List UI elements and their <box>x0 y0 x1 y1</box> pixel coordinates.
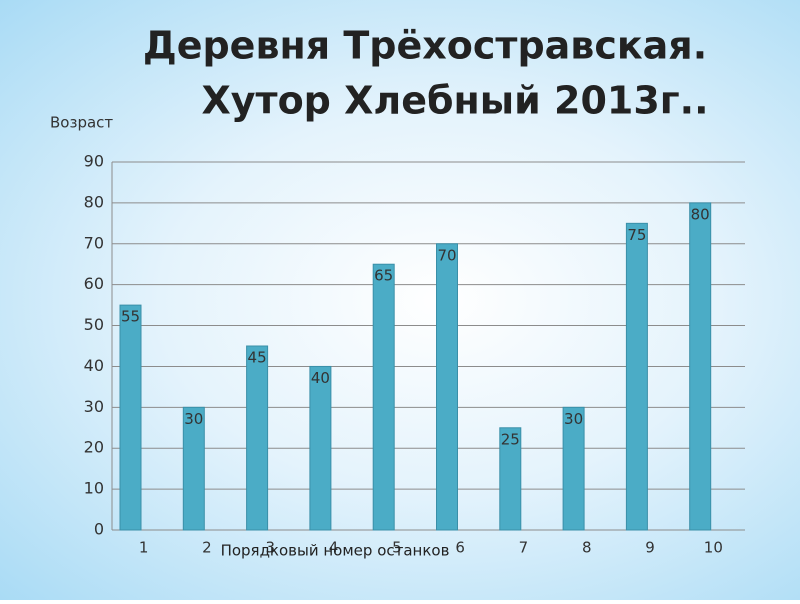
x-tick-label: 5 <box>392 539 402 557</box>
x-tick-label: 1 <box>139 539 149 557</box>
title-line: Деревня Трёхостравская. <box>143 24 707 68</box>
data-label: 40 <box>311 369 330 387</box>
bar <box>119 304 142 531</box>
data-label: 75 <box>627 226 646 244</box>
bar <box>499 427 522 531</box>
y-tick-label: 90 <box>84 152 104 171</box>
data-label: 80 <box>691 205 710 223</box>
y-tick-label: 40 <box>84 356 104 375</box>
bar <box>625 222 648 531</box>
x-axis-label: Порядковый номер останков <box>221 542 450 560</box>
title-line: Хутор Хлебный 2013г.. <box>201 79 708 123</box>
y-tick-label: 30 <box>84 397 104 416</box>
data-label: 70 <box>437 246 456 264</box>
y-tick-label: 10 <box>84 479 104 498</box>
x-tick-label: 3 <box>265 539 275 557</box>
bar <box>246 345 269 531</box>
data-label: 30 <box>184 410 203 428</box>
bar <box>562 406 585 531</box>
x-tick-label: 4 <box>329 539 339 557</box>
data-label: 65 <box>374 267 393 285</box>
y-tick-label: 70 <box>84 233 104 252</box>
x-tick-label: 2 <box>202 539 212 557</box>
x-tick-label: 7 <box>519 539 529 557</box>
y-tick-label: 60 <box>84 274 104 293</box>
data-label: 55 <box>121 308 140 326</box>
bar <box>182 406 205 531</box>
x-tick-label: 10 <box>704 539 723 557</box>
bar <box>436 243 458 531</box>
data-label: 30 <box>564 410 583 428</box>
y-tick-label: 50 <box>84 315 104 334</box>
bar <box>372 263 395 531</box>
bar <box>689 202 712 531</box>
data-label: 45 <box>248 349 267 367</box>
y-tick-label: 0 <box>94 520 104 539</box>
y-tick-label: 20 <box>84 438 104 457</box>
x-tick-label: 9 <box>645 539 655 557</box>
y-axis-label: Возраст <box>50 114 113 132</box>
bar <box>309 365 332 531</box>
y-tick-label: 80 <box>84 192 104 211</box>
data-label: 25 <box>501 430 520 448</box>
x-tick-label: 6 <box>455 539 465 557</box>
x-tick-label: 8 <box>582 539 592 557</box>
